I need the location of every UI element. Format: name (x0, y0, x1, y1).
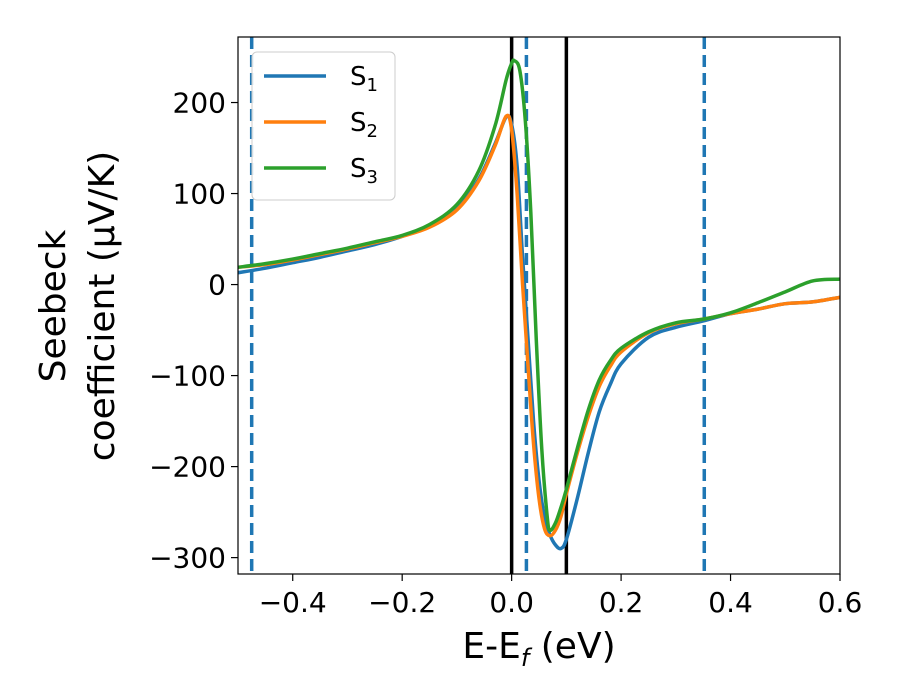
y-tick-label: −200 (149, 451, 226, 484)
y-tick-label: 0 (208, 269, 226, 302)
y-axis-title: Seebeck coefficient (μV/K) (33, 151, 123, 461)
y-tick-label: 100 (173, 178, 226, 211)
x-axis-title-unit: (eV) (529, 626, 615, 667)
x-tick-label: 0.6 (818, 586, 863, 619)
x-tick-label: 0.0 (489, 586, 534, 619)
y-tick-label: −300 (149, 542, 226, 575)
x-axis-title: E-Ef (eV) (462, 626, 615, 672)
x-tick-label: 0.4 (708, 586, 753, 619)
x-tick-label: −0.2 (368, 586, 436, 619)
y-axis-title-line1: Seebeck (33, 229, 74, 382)
y-tick-label: −100 (149, 360, 226, 393)
series-line-S3 (238, 58, 840, 533)
legend-box (251, 51, 396, 201)
legend-label-S3: S3 (350, 154, 378, 188)
legend: S1 S2 S3 (251, 51, 396, 201)
y-axis-title-line2: coefficient (μV/K) (82, 151, 123, 461)
x-tick-label: −0.4 (259, 586, 327, 619)
legend-label-S1: S1 (350, 62, 378, 96)
x-tick-label: 0.2 (599, 586, 644, 619)
x-axis-title-main: E-E (462, 626, 520, 667)
series-layer (238, 58, 840, 551)
plot-frame (237, 36, 841, 575)
axis-ticks: −0.4 −0.2 0.0 0.2 0.4 0.6 −300 −200 −100 0 100 200 (149, 87, 862, 619)
legend-label-S2: S2 (350, 108, 378, 142)
y-tick-label: 200 (173, 87, 226, 120)
